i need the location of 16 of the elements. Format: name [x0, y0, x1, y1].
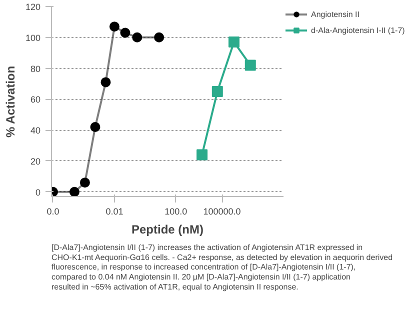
legend-label: Angiotensin II [311, 10, 360, 18]
x-tick-label: 0.01 [106, 206, 124, 216]
y-tick-label: 40 [30, 126, 41, 136]
y-tick-label: 0 [35, 187, 41, 198]
legend-label: d-Ala-Angiotensin I-II (1-7) [311, 26, 405, 34]
y-axis-title: % Activation [3, 66, 18, 138]
y-tick-label: 80 [30, 64, 41, 74]
y-tick-label: 100 [25, 32, 41, 43]
y-tick-label: 60 [30, 94, 41, 105]
x-tick-label: 100000.0 [203, 206, 241, 216]
x-tick-label: 0.0 [46, 206, 60, 216]
x-axis-title: Peptide (nM) [132, 222, 204, 236]
y-tick-label: 20 [30, 156, 41, 166]
y-tick-label: 120 [25, 2, 41, 12]
text: [D-Ala7]-Angiotensin I/II (1-7) increases the activation of Angiotensin AT1R expressed in CHO-K1-mt Aequorin-Gα16 cells. - Ca2+ response, as detected by elevation in aequorin derived fluorescence, in response to increased concentration of [D-Ala7]-Angiotensin I/II (1-7), compared to 0.04 nM Angiotensin II. 20 µM [D-Ala7]-Angiotensin I/II (1-7) application resulted in ~65% activation of AT1R, equal to Angiotensin II response. [52, 242, 393, 292]
x-tick-label: 100.0 [164, 206, 188, 216]
